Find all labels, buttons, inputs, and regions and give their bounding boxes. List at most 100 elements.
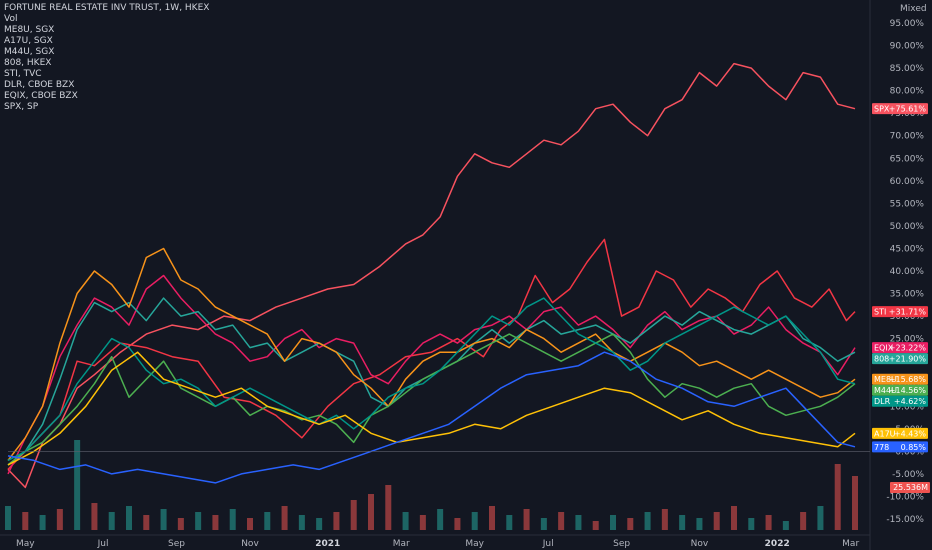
legend-spx[interactable]: SPX, SP bbox=[4, 102, 39, 112]
volume-bar bbox=[713, 512, 720, 530]
y-tick-label: 60.00% bbox=[890, 177, 925, 187]
y-tick-label: 75.00% bbox=[890, 109, 925, 119]
legend-eqix[interactable]: EQIX, CBOE BZX bbox=[4, 91, 78, 101]
scale-mode-label[interactable]: Mixed bbox=[900, 4, 927, 14]
badge-symbol: 778 bbox=[874, 443, 889, 452]
x-tick-label: May bbox=[465, 539, 484, 549]
x-tick-label: Sep bbox=[168, 539, 185, 549]
volume-bar bbox=[489, 506, 495, 530]
badge-value: +75.61% bbox=[889, 105, 927, 114]
badge-symbol: SPX bbox=[874, 105, 890, 114]
volume-bar bbox=[627, 518, 634, 530]
series-line-808[interactable] bbox=[7, 297, 856, 466]
volume-bar bbox=[264, 512, 271, 530]
volume-bar bbox=[748, 518, 755, 530]
volume-bar bbox=[91, 503, 98, 530]
series-line-778[interactable] bbox=[7, 351, 856, 484]
volume-bar bbox=[852, 476, 858, 530]
badge-value: +23.22% bbox=[889, 344, 927, 353]
legend-dlr[interactable]: DLR, CBOE BZX bbox=[4, 80, 75, 90]
x-tick-label: 2022 bbox=[765, 539, 790, 549]
x-tick-label: Jul bbox=[97, 539, 109, 549]
y-tick-label: 65.00% bbox=[890, 154, 925, 164]
last-value-badge-dlr: DLR +4.62% bbox=[872, 395, 928, 407]
last-value-badge-spx: SPX +75.61% bbox=[872, 103, 928, 115]
volume-bar bbox=[782, 521, 789, 530]
y-tick-label: 10.00% bbox=[890, 402, 925, 412]
volume-bar bbox=[696, 518, 703, 530]
legend-vol[interactable]: Vol bbox=[4, 14, 18, 24]
volume-bar bbox=[679, 515, 686, 530]
series-line-a17u[interactable] bbox=[7, 351, 856, 466]
series-line-spx[interactable] bbox=[7, 62, 856, 489]
chart-legend: FORTUNE REAL ESTATE INV TRUST, 1W, HKEX … bbox=[4, 3, 209, 113]
badge-value: +4.43% bbox=[894, 429, 927, 438]
y-tick-label: 95.00% bbox=[890, 19, 925, 29]
volume-bar bbox=[108, 512, 115, 530]
last-value-badge-sti: STI +31.71% bbox=[872, 306, 928, 318]
y-tick-label: 70.00% bbox=[890, 132, 925, 142]
last-value-badge-778: 778 0.85% bbox=[872, 441, 928, 453]
volume-bar bbox=[143, 515, 150, 530]
badge-symbol: DLR bbox=[874, 397, 891, 406]
y-tick-label: 90.00% bbox=[890, 42, 925, 52]
legend-a17u[interactable]: A17U, SGX bbox=[4, 36, 53, 46]
legend-808[interactable]: 808, HKEX bbox=[4, 58, 52, 68]
y-tick-label: 25.00% bbox=[890, 335, 925, 345]
volume-bar bbox=[817, 506, 824, 530]
series-line-me8u[interactable] bbox=[7, 247, 856, 461]
volume-bar bbox=[74, 440, 81, 530]
y-tick-label: -5.00% bbox=[892, 470, 924, 480]
volume-bar bbox=[506, 515, 513, 530]
volume-bar bbox=[661, 509, 668, 530]
volume-bar bbox=[229, 509, 236, 530]
volume-bar bbox=[22, 512, 29, 530]
volume-bar bbox=[471, 512, 478, 530]
volume-bar bbox=[333, 512, 340, 530]
legend-sti[interactable]: STI, TVC bbox=[4, 69, 42, 79]
volume-bar bbox=[56, 509, 63, 530]
badge-value: 0.85% bbox=[901, 443, 927, 452]
volume-bar bbox=[5, 506, 11, 530]
badge-symbol: STI bbox=[874, 308, 886, 317]
volume-bar bbox=[454, 518, 461, 530]
volume-bar bbox=[316, 518, 323, 530]
y-tick-label: 50.00% bbox=[890, 222, 925, 232]
volume-bar bbox=[437, 509, 444, 530]
volume-bar bbox=[575, 515, 582, 530]
volume-bar bbox=[126, 506, 132, 530]
badge-symbol: 808 bbox=[874, 355, 889, 364]
volume-bar bbox=[281, 506, 288, 530]
y-tick-label: 30.00% bbox=[890, 312, 925, 322]
x-tick-label: Jul bbox=[542, 539, 554, 549]
last-value-badge-eqix: EQIX+23.22% bbox=[872, 342, 928, 354]
x-tick-label: Nov bbox=[241, 539, 259, 549]
legend-me8u[interactable]: ME8U, SGX bbox=[4, 25, 55, 35]
y-tick-label: 80.00% bbox=[890, 87, 925, 97]
last-value-badge-808: 808 +21.90% bbox=[872, 353, 928, 365]
badge-symbol: M44U bbox=[874, 386, 897, 395]
series-line-sti[interactable] bbox=[7, 238, 856, 470]
volume-bar bbox=[523, 509, 530, 530]
volume-bar bbox=[177, 518, 184, 530]
volume-bar bbox=[800, 512, 807, 530]
x-tick-label: Nov bbox=[691, 539, 709, 549]
legend-m44u[interactable]: M44U, SGX bbox=[4, 47, 55, 57]
badge-value: +31.71% bbox=[889, 308, 927, 317]
volume-bar bbox=[731, 506, 737, 530]
y-tick-label: 40.00% bbox=[890, 267, 925, 277]
badge-value: +15.68% bbox=[889, 375, 927, 384]
series-line-dlr[interactable] bbox=[7, 297, 856, 462]
x-tick-label: Mar bbox=[393, 539, 410, 549]
x-tick-label: Mar bbox=[842, 539, 859, 549]
volume-bar bbox=[247, 518, 253, 530]
volume-bar bbox=[558, 512, 565, 530]
volume-bar bbox=[419, 515, 426, 530]
volume-bar bbox=[350, 500, 357, 530]
badge-value: +4.62% bbox=[894, 397, 927, 406]
series-line-m44u[interactable] bbox=[7, 333, 856, 466]
volume-bar bbox=[195, 512, 202, 530]
volume-bar bbox=[834, 464, 841, 530]
badge-symbol: EQIX bbox=[874, 344, 894, 353]
